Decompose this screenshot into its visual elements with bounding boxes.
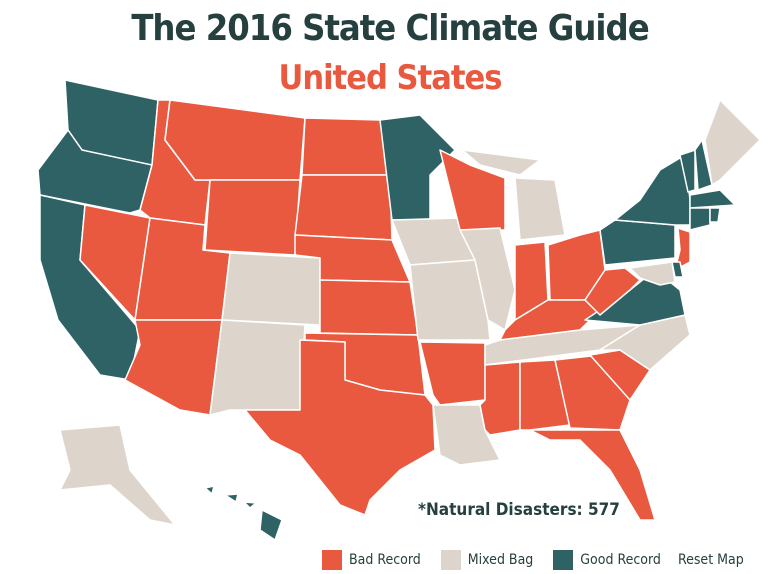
state[interactable] <box>514 177 566 241</box>
state[interactable] <box>37 129 153 214</box>
state[interactable] <box>584 267 641 316</box>
state[interactable] <box>409 259 491 341</box>
legend-swatch <box>440 550 461 570</box>
legend-item[interactable]: Mixed Bag <box>440 550 534 570</box>
state[interactable] <box>709 207 721 223</box>
state[interactable] <box>301 117 391 176</box>
state[interactable] <box>204 485 215 495</box>
state[interactable] <box>439 149 506 231</box>
state[interactable] <box>319 279 419 336</box>
legend: Bad Record Mixed Bag Good Record <box>322 550 661 570</box>
state[interactable] <box>294 174 393 241</box>
legend-label: Good Record <box>580 552 661 568</box>
subtitle: United States <box>278 58 503 98</box>
legend-item[interactable]: Good Record <box>553 550 661 570</box>
state[interactable] <box>679 149 696 193</box>
state[interactable] <box>259 509 283 541</box>
state[interactable] <box>529 429 656 521</box>
state[interactable] <box>224 493 239 503</box>
legend-label: Bad Record <box>349 552 421 568</box>
legend-swatch <box>553 550 574 570</box>
state[interactable] <box>204 179 301 256</box>
state[interactable] <box>629 261 676 286</box>
state[interactable] <box>674 227 691 271</box>
state[interactable] <box>689 207 711 231</box>
legend-swatch <box>322 550 342 570</box>
state[interactable] <box>244 339 436 516</box>
state[interactable] <box>124 319 223 416</box>
state[interactable] <box>243 501 257 509</box>
legend-item[interactable]: Bad Record <box>322 550 421 570</box>
annotation: *Natural Disasters: 577 <box>418 500 620 520</box>
state[interactable] <box>599 219 676 266</box>
state[interactable] <box>59 424 176 526</box>
state[interactable] <box>614 154 691 226</box>
reset-button[interactable]: Reset Map <box>678 552 744 568</box>
state[interactable] <box>164 99 306 181</box>
state[interactable] <box>221 252 321 326</box>
state[interactable] <box>479 361 521 436</box>
state[interactable] <box>461 149 541 176</box>
state[interactable] <box>704 99 761 186</box>
state[interactable] <box>519 359 571 431</box>
state[interactable] <box>689 189 736 209</box>
title: The 2016 State Climate Guide <box>131 8 649 49</box>
state[interactable] <box>419 341 486 406</box>
state[interactable] <box>209 319 306 416</box>
legend-label: Mixed Bag <box>467 552 534 568</box>
